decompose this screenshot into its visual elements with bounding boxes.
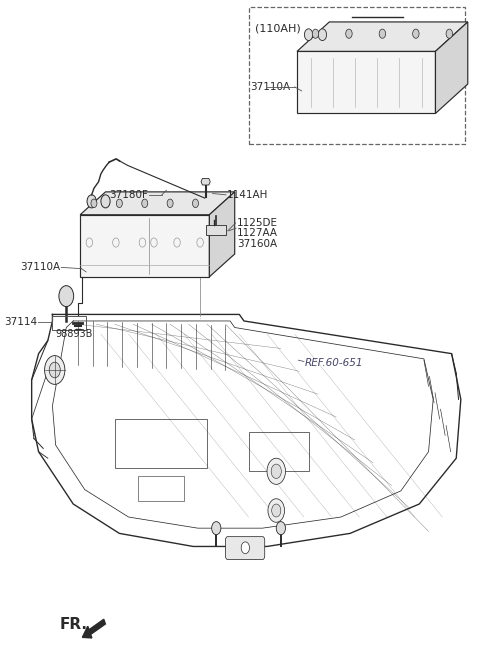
Polygon shape [435,22,468,113]
Text: (110AH): (110AH) [255,24,301,33]
Bar [249,7,466,145]
Polygon shape [209,192,235,277]
Circle shape [59,286,73,307]
Polygon shape [80,215,209,277]
Text: 37114: 37114 [4,316,37,327]
Bar [206,225,227,234]
Circle shape [304,29,312,41]
Circle shape [212,521,221,534]
Text: 98893B: 98893B [56,329,93,339]
Polygon shape [80,192,235,215]
Circle shape [312,29,319,38]
Circle shape [45,356,65,384]
Circle shape [241,542,250,553]
Bar [249,432,309,472]
Text: 37110A: 37110A [20,263,60,272]
Circle shape [271,464,281,479]
Text: 1125DE: 1125DE [237,218,278,228]
Circle shape [268,498,285,522]
Circle shape [267,458,286,484]
Text: 37110A: 37110A [250,82,290,92]
Circle shape [49,362,60,378]
Text: REF.60-651: REF.60-651 [305,358,363,368]
Bar [138,476,184,500]
Circle shape [346,29,352,38]
Text: FR.: FR. [60,618,87,632]
Text: 1141AH: 1141AH [227,191,268,200]
Circle shape [101,195,110,208]
Text: 1127AA: 1127AA [237,228,278,238]
Circle shape [167,199,173,208]
Circle shape [276,521,286,534]
Circle shape [192,199,199,208]
FancyArrow shape [83,619,106,638]
Circle shape [142,199,148,208]
Circle shape [116,199,122,208]
Text: 37180F: 37180F [109,190,148,200]
Polygon shape [201,178,210,185]
Bar [51,316,86,330]
Circle shape [87,195,96,208]
Polygon shape [297,51,435,113]
Circle shape [446,29,453,38]
FancyBboxPatch shape [226,536,264,559]
Polygon shape [297,22,468,51]
Circle shape [379,29,385,38]
Circle shape [272,504,281,517]
Bar [115,419,207,468]
Circle shape [91,199,97,208]
Text: 37160A: 37160A [237,239,277,249]
Circle shape [413,29,419,38]
Circle shape [318,29,326,41]
